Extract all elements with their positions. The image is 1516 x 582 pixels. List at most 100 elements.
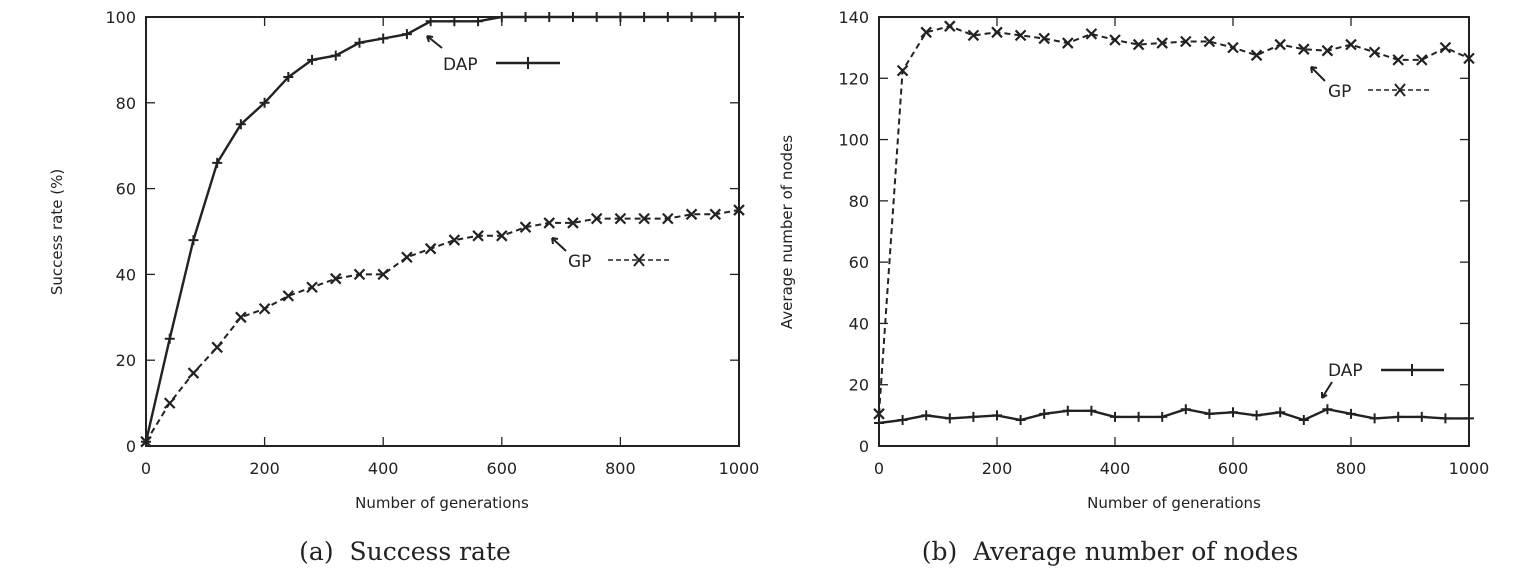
legend-label-dap-b: DAP bbox=[1328, 361, 1363, 381]
y-tick-label-a-20: 20 bbox=[116, 351, 136, 370]
point-gp-a-200 bbox=[258, 302, 271, 315]
point-dap-a-680 bbox=[544, 12, 555, 22]
point-dap-a-120 bbox=[212, 157, 223, 168]
point-gp-a-360 bbox=[353, 268, 366, 281]
x-tick-label-a-600: 600 bbox=[487, 459, 518, 478]
legend-label-gp-b: GP bbox=[1328, 82, 1351, 102]
y-tick-label-a-0: 0 bbox=[126, 437, 136, 456]
point-gp-a-440 bbox=[401, 251, 413, 264]
plot-area-a: 0 200 400 600 800 1000 0 20 40 60 80 100 bbox=[105, 8, 759, 478]
point-dap-b-440 bbox=[1133, 411, 1144, 422]
legend-dap-b: DAP bbox=[1321, 361, 1444, 399]
y-tick-label-b-60: 60 bbox=[849, 253, 869, 272]
point-gp-a-960 bbox=[709, 208, 722, 221]
point-dap-a-200 bbox=[259, 97, 270, 108]
point-dap-b-320 bbox=[1062, 405, 1073, 416]
y-tick-label-b-120: 120 bbox=[838, 69, 869, 88]
point-dap-b-200 bbox=[992, 410, 1002, 421]
point-dap-a-560 bbox=[473, 16, 484, 27]
point-gp-b-240 bbox=[1014, 29, 1027, 42]
point-gp-a-640 bbox=[519, 221, 532, 233]
point-gp-a-800 bbox=[614, 212, 627, 225]
y-tick-label-b-40: 40 bbox=[849, 314, 869, 333]
point-dap-a-440 bbox=[401, 29, 412, 40]
point-gp-b-440 bbox=[1132, 38, 1145, 51]
point-dap-b-40 bbox=[897, 414, 908, 425]
point-dap-b-920 bbox=[1416, 411, 1427, 422]
point-dap-b-600 bbox=[1228, 407, 1238, 418]
x-tick-label-a-800: 800 bbox=[605, 459, 636, 478]
y-tick-label-a-40: 40 bbox=[116, 265, 136, 284]
point-gp-b-200 bbox=[991, 26, 1003, 39]
point-dap-b-240 bbox=[1015, 414, 1026, 425]
point-dap-a-160 bbox=[235, 119, 246, 130]
point-dap-b-480 bbox=[1157, 411, 1168, 422]
point-gp-b-840 bbox=[1368, 46, 1381, 59]
point-dap-b-360 bbox=[1086, 405, 1097, 416]
point-gp-b-320 bbox=[1062, 37, 1074, 49]
point-dap-a-960 bbox=[710, 12, 721, 22]
x-axis-label-a: Number of generations bbox=[355, 494, 529, 512]
point-dap-b-120 bbox=[944, 413, 955, 424]
chart-average-nodes: 0 200 400 600 800 1000 0 20 40 60 80 100 120 140 Numb… bbox=[778, 8, 1489, 566]
point-gp-a-80 bbox=[187, 367, 200, 379]
point-dap-b-560 bbox=[1204, 408, 1215, 419]
point-dap-a-1000 bbox=[734, 12, 744, 22]
point-dap-b-960 bbox=[1440, 413, 1451, 424]
point-gp-b-360 bbox=[1085, 28, 1098, 40]
caption-a: (a) Success rate bbox=[299, 537, 511, 566]
annotation-arrow-gp-a bbox=[551, 237, 567, 252]
point-gp-a-560 bbox=[472, 230, 484, 242]
point-dap-a-240 bbox=[283, 72, 294, 83]
point-dap-b-840 bbox=[1369, 413, 1380, 424]
plot-frame-b bbox=[878, 16, 1470, 447]
point-gp-b-480 bbox=[1156, 37, 1168, 49]
point-dap-b-280 bbox=[1039, 408, 1050, 419]
point-dap-a-640 bbox=[520, 12, 531, 22]
y-tick-label-a-60: 60 bbox=[116, 180, 136, 199]
point-gp-a-840 bbox=[638, 212, 650, 225]
point-gp-a-280 bbox=[306, 281, 318, 294]
x-tick-label-b-0: 0 bbox=[874, 459, 884, 478]
point-dap-a-760 bbox=[591, 12, 602, 22]
point-gp-a-680 bbox=[543, 217, 556, 229]
point-gp-a-600 bbox=[496, 230, 508, 242]
y-tick-label-a-100: 100 bbox=[105, 8, 136, 27]
caption-b: (b) Average number of nodes bbox=[922, 537, 1299, 566]
point-dap-a-600 bbox=[496, 12, 507, 22]
point-dap-a-80 bbox=[188, 235, 199, 246]
x-tick-label-a-200: 200 bbox=[249, 459, 280, 478]
point-gp-a-400 bbox=[377, 268, 389, 281]
x-tick-label-b-400: 400 bbox=[1100, 459, 1131, 478]
series-line-gp-a bbox=[145, 209, 740, 443]
legend-dap-a: DAP bbox=[426, 35, 560, 75]
y-axis-label-b: Average number of nodes bbox=[778, 135, 796, 329]
series-line-dap-a bbox=[144, 15, 739, 442]
point-dap-a-280 bbox=[307, 54, 318, 65]
point-gp-a-160 bbox=[235, 311, 247, 324]
point-gp-a-40 bbox=[163, 397, 176, 409]
point-dap-b-720 bbox=[1298, 414, 1309, 425]
point-dap-b-680 bbox=[1275, 407, 1286, 418]
point-gp-b-960 bbox=[1439, 41, 1452, 54]
legend-marker-gp-b bbox=[1394, 83, 1406, 97]
point-gp-a-120 bbox=[211, 341, 223, 354]
x-tick-label-b-200: 200 bbox=[982, 459, 1013, 478]
series-line-gp-b bbox=[878, 25, 1470, 414]
point-dap-b-520 bbox=[1180, 404, 1191, 415]
x-axis-label-b: Number of generations bbox=[1087, 494, 1261, 512]
point-gp-b-160 bbox=[967, 29, 980, 42]
point-gp-b-280 bbox=[1038, 32, 1050, 45]
plot-area-b: 0 200 400 600 800 1000 0 20 40 60 80 100 120 140 bbox=[838, 8, 1489, 478]
point-dap-a-920 bbox=[686, 12, 697, 22]
y-tick-label-b-140: 140 bbox=[838, 8, 869, 27]
x-tick-label-a-1000: 1000 bbox=[719, 459, 760, 478]
x-tick-label-b-1000: 1000 bbox=[1449, 459, 1490, 478]
point-gp-a-0 bbox=[140, 435, 152, 448]
annotation-arrow-gp-b bbox=[1310, 66, 1326, 82]
chart-success-rate: 0 200 400 600 800 1000 0 20 40 60 80 100 Number of … bbox=[48, 8, 759, 566]
legend-label-gp-a: GP bbox=[568, 252, 591, 272]
point-gp-b-520 bbox=[1180, 35, 1192, 48]
point-dap-a-720 bbox=[567, 12, 578, 22]
point-dap-a-400 bbox=[378, 33, 389, 44]
